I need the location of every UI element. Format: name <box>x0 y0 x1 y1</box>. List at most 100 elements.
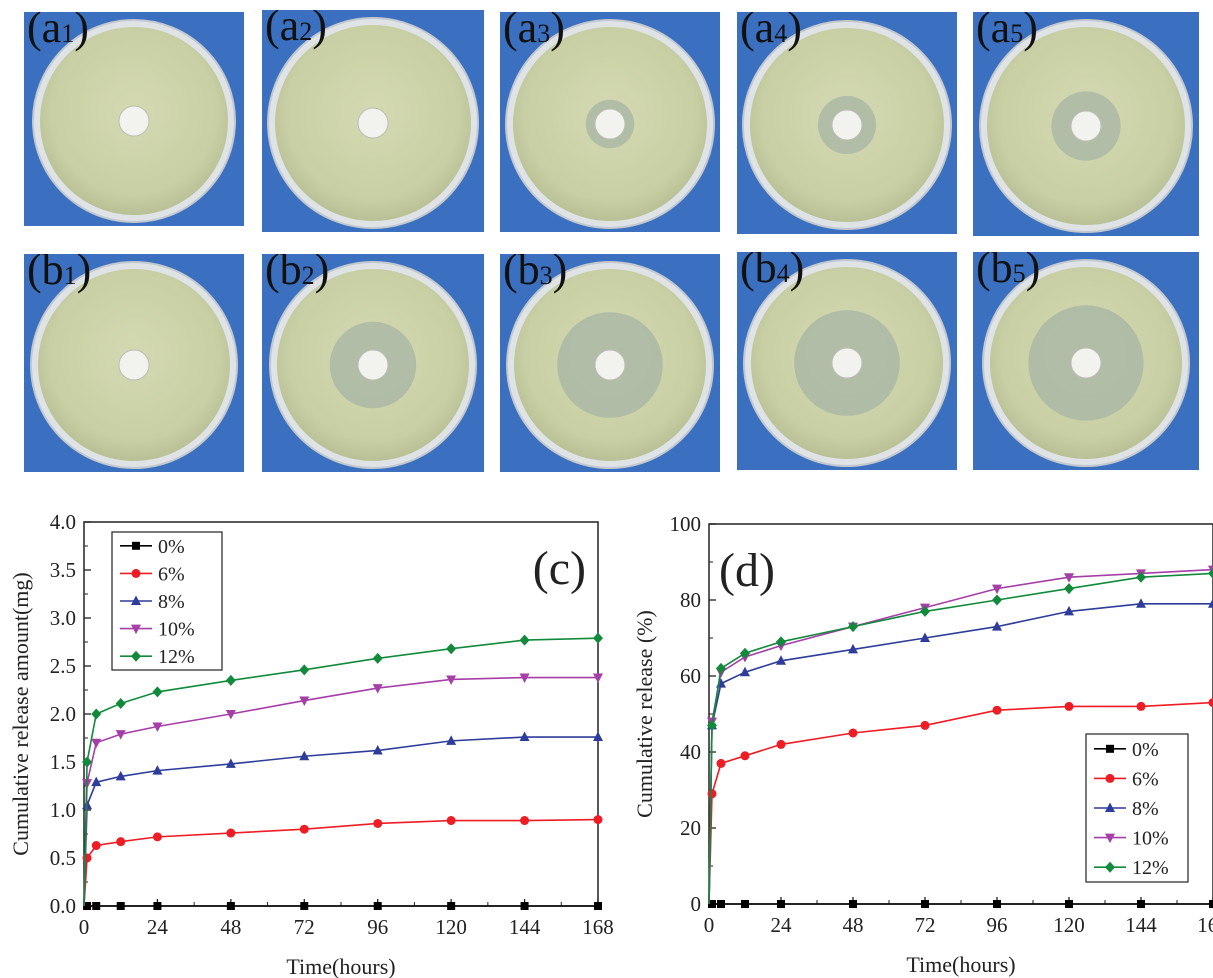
data-point-12% <box>1136 571 1146 583</box>
data-point-0% <box>373 902 382 910</box>
series-line-6% <box>83 818 599 907</box>
x-tick-label: 72 <box>294 915 315 939</box>
legend-label-0%: 0% <box>158 536 185 558</box>
y-tick-label: 3.0 <box>50 606 76 630</box>
panel-label-a3: (a3) <box>503 12 565 52</box>
x-tick-label: 0 <box>704 913 715 937</box>
dish-photo-a2: (a2) <box>262 10 484 232</box>
data-point-0% <box>1065 900 1073 908</box>
data-point-8% <box>920 632 930 642</box>
data-point-0% <box>520 902 529 910</box>
legend-marker-12% <box>131 650 141 662</box>
panel-label-b5: (b5) <box>976 252 1041 292</box>
legend-label-0%: 0% <box>1132 739 1159 761</box>
data-point-6% <box>116 837 126 847</box>
data-point-8% <box>152 765 163 775</box>
y-tick-label: 2.0 <box>50 702 76 726</box>
data-point-8% <box>740 666 750 677</box>
y-tick-label: 4.0 <box>50 510 76 534</box>
dish-photo-b4: (b4) <box>737 252 957 470</box>
data-point-0% <box>921 900 929 908</box>
data-point-6% <box>1136 701 1146 711</box>
data-point-8% <box>992 621 1002 631</box>
data-point-12% <box>519 634 530 646</box>
legend-marker-8% <box>131 595 141 605</box>
data-point-8% <box>446 735 457 745</box>
x-tick-label: 96 <box>987 913 1008 937</box>
data-point-12% <box>446 643 457 655</box>
data-point-6% <box>91 841 101 851</box>
y-axis-label: Cumulative release (%) <box>632 610 657 818</box>
data-point-12% <box>776 636 786 648</box>
y-tick-label: 0 <box>691 892 702 916</box>
data-point-8% <box>1208 598 1213 608</box>
y-tick-label: 40 <box>680 740 701 764</box>
data-point-6% <box>299 824 309 834</box>
data-point-12% <box>225 674 236 686</box>
data-point-8% <box>1064 605 1074 616</box>
data-point-10% <box>992 584 1002 595</box>
data-point-6% <box>740 751 750 761</box>
data-point-6% <box>1208 698 1213 708</box>
data-point-6% <box>848 728 858 738</box>
data-point-8% <box>115 770 126 781</box>
data-point-0% <box>1209 900 1213 908</box>
series-line-10% <box>83 676 598 907</box>
data-point-10% <box>152 722 163 732</box>
x-tick-label: 144 <box>1125 913 1157 937</box>
data-point-6% <box>920 720 930 730</box>
y-tick-label: 80 <box>680 588 701 612</box>
data-point-6% <box>520 816 530 826</box>
x-tick-label: 168 <box>582 915 614 939</box>
data-point-0% <box>226 902 235 910</box>
sample-disc <box>594 349 626 381</box>
x-tick-label: 0 <box>79 915 90 939</box>
data-point-12% <box>82 756 93 768</box>
data-point-0% <box>717 900 725 908</box>
data-point-12% <box>115 697 126 709</box>
x-tick-label: 96 <box>367 915 388 939</box>
data-point-0% <box>849 900 857 908</box>
data-point-12% <box>848 621 858 633</box>
y-tick-label: 3.5 <box>50 558 76 582</box>
data-point-8% <box>225 758 236 768</box>
sample-disc <box>831 109 863 141</box>
data-point-6% <box>152 832 162 842</box>
data-point-12% <box>372 652 383 664</box>
data-point-10% <box>115 730 126 740</box>
legend-label-6%: 6% <box>1132 768 1159 790</box>
data-point-8% <box>848 643 858 654</box>
legend-label-12%: 12% <box>1132 857 1169 879</box>
legend-label-12%: 12% <box>158 646 195 668</box>
sample-disc <box>831 347 863 379</box>
data-point-8% <box>519 731 530 742</box>
x-tick-label: 24 <box>771 913 793 937</box>
data-point-10% <box>299 696 310 707</box>
data-point-0% <box>300 902 309 910</box>
data-point-6% <box>716 758 726 768</box>
data-point-8% <box>372 744 383 755</box>
data-point-0% <box>92 902 101 910</box>
data-point-6% <box>776 739 786 749</box>
data-point-6% <box>82 853 92 863</box>
dish-photo-a3: (a3) <box>500 12 720 232</box>
data-point-12% <box>740 647 750 659</box>
panel-label-d: (d) <box>719 544 775 597</box>
panel-label-b3: (b3) <box>503 254 568 294</box>
data-point-12% <box>716 662 726 674</box>
legend-marker-0% <box>132 541 140 550</box>
legend-marker-6% <box>1105 773 1115 783</box>
dish-photo-a1: (a1) <box>24 12 244 226</box>
data-point-0% <box>116 902 125 910</box>
x-tick-label: 24 <box>147 915 169 939</box>
data-point-10% <box>593 673 603 684</box>
data-point-0% <box>741 900 749 908</box>
sample-disc <box>594 108 626 140</box>
dish-photo-b1: (b1) <box>24 254 244 472</box>
data-point-8% <box>91 776 102 787</box>
data-point-12% <box>91 708 102 720</box>
panel-label-b4: (b4) <box>740 252 805 292</box>
legend-marker-12% <box>1105 861 1115 873</box>
x-tick-label: 120 <box>435 915 467 939</box>
